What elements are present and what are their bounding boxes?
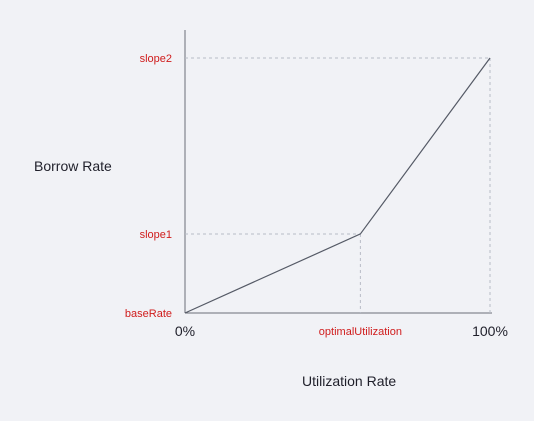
y-tick-label-2: slope2 [140, 53, 172, 65]
x-tick-label-0: 0% [175, 323, 195, 339]
x-tick-label-2: 100% [472, 323, 508, 339]
series-line [184, 57, 491, 314]
y-axis-title: Borrow Rate [34, 158, 112, 174]
x-axis-title: Utilization Rate [302, 373, 397, 389]
y-tick-label-1: slope1 [140, 229, 172, 241]
x-tick-label-1: optimalUtilization [319, 326, 402, 338]
y-tick-label-0: baseRate [125, 308, 172, 320]
